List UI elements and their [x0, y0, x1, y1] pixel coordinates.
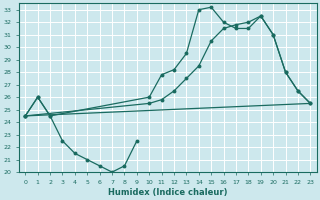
X-axis label: Humidex (Indice chaleur): Humidex (Indice chaleur)	[108, 188, 228, 197]
